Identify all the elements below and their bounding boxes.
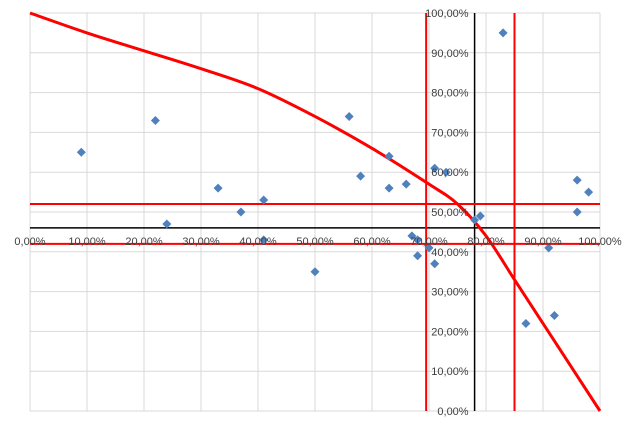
data-point	[572, 175, 582, 185]
axes	[30, 13, 600, 411]
reference-lines	[30, 13, 600, 411]
data-point	[521, 318, 531, 328]
data-point	[259, 235, 269, 245]
y-tick-label: 0,00%	[437, 406, 468, 418]
x-tick-label: 0,00%	[14, 236, 45, 248]
data-point	[430, 163, 440, 173]
data-point	[584, 187, 594, 197]
y-tick-label: 100,00%	[425, 8, 469, 20]
curve-layer	[29, 11, 602, 412]
y-tick-label: 40,00%	[431, 247, 469, 259]
fitted-curve	[29, 11, 602, 412]
y-tick-label: 80,00%	[431, 88, 469, 100]
x-tick-label: 30,00%	[182, 236, 220, 248]
data-point	[150, 115, 160, 125]
data-point	[344, 111, 354, 121]
data-point	[401, 179, 411, 189]
x-tick-label: 80,00%	[467, 236, 505, 248]
data-point	[384, 183, 394, 193]
data-point	[430, 259, 440, 269]
data-point	[259, 195, 269, 205]
y-tick-labels: 0,00% 10,00% 20,00% 30,00% 40,00% 50,00% 60,00…	[425, 8, 469, 418]
y-tick-label: 90,00%	[431, 48, 469, 60]
data-point	[356, 171, 366, 181]
x-tick-label: 100,00%	[578, 236, 622, 248]
y-tick-label: 50,00%	[431, 207, 469, 219]
y-tick-label: 10,00%	[431, 366, 469, 378]
data-point	[572, 207, 582, 217]
y-tick-label: 30,00%	[431, 287, 469, 299]
data-point	[424, 243, 434, 253]
data-point	[413, 251, 423, 261]
x-tick-label: 70,00%	[410, 236, 448, 248]
data-point	[76, 147, 86, 157]
gridlines	[29, 12, 601, 412]
x-tick-label: 10,00%	[68, 236, 106, 248]
y-tick-label: 20,00%	[431, 326, 469, 338]
x-tick-label: 50,00%	[296, 236, 334, 248]
data-point	[162, 219, 172, 229]
data-point	[470, 215, 480, 225]
data-points	[76, 28, 594, 328]
y-tick-label: 70,00%	[431, 127, 469, 139]
data-point	[213, 183, 223, 193]
data-point	[236, 207, 246, 217]
x-tick-label: 60,00%	[353, 236, 391, 248]
data-point	[441, 167, 451, 177]
data-point	[407, 231, 417, 241]
x-tick-label: 90,00%	[524, 236, 562, 248]
data-point	[475, 211, 485, 221]
data-point	[549, 310, 559, 320]
y-tick-label: 60,00%	[431, 167, 469, 179]
data-point	[413, 235, 423, 245]
data-point	[310, 267, 320, 277]
data-point	[498, 28, 508, 38]
x-tick-label: 40,00%	[239, 236, 277, 248]
x-tick-label: 20,00%	[125, 236, 163, 248]
data-point	[544, 243, 554, 253]
data-point	[384, 151, 394, 161]
x-tick-labels: 0,00% 10,00% 20,00% 30,00% 40,00% 50,00% 60,00…	[14, 236, 622, 248]
